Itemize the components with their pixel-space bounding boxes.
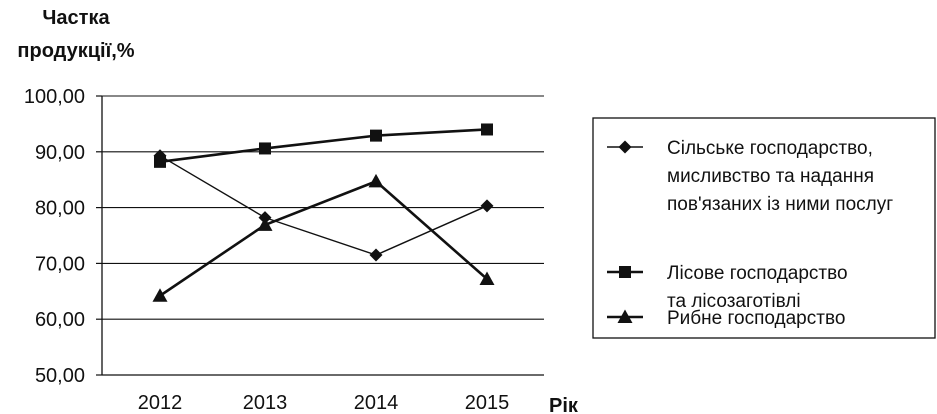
- legend-item-triangle: Рибне господарство: [607, 308, 845, 329]
- y-tick-label: 70,00: [35, 253, 85, 275]
- axes: [96, 95, 544, 376]
- data-point-square-2015: [481, 123, 493, 136]
- data-point-triangle-2014: [368, 173, 384, 188]
- x-tick-label-2015: 2015: [465, 392, 510, 414]
- data-point-diamond-2015: [480, 199, 494, 213]
- x-tick-label-2014: 2014: [354, 392, 399, 414]
- data-point-square-2013: [259, 142, 271, 155]
- legend-border: [592, 117, 936, 339]
- legend-label: Сільське господарство,: [667, 138, 873, 159]
- y-tick-labels: 50,00 60,00 70,00 80,00 90,00 100,00: [24, 86, 85, 387]
- data-point-triangle-2015: [479, 271, 495, 286]
- legend-label: мисливство та надання: [667, 166, 874, 187]
- legend-item-diamond: Сільське господарство, мисливство та нада…: [607, 138, 893, 215]
- legend: Сільське господарство, мисливство та нада…: [592, 117, 936, 339]
- series-triangle: [152, 173, 495, 302]
- x-axis-title: Рік: [549, 395, 579, 414]
- data-point-square-2012: [154, 155, 166, 168]
- legend-label: пов'язаних із ними послуг: [667, 194, 893, 215]
- x-tick-label-2013: 2013: [243, 392, 288, 414]
- series-line-square: [159, 128, 488, 164]
- x-tick-labels: 2012 2013 2014 2015: [138, 392, 510, 414]
- series-square: [154, 123, 493, 168]
- series-diamond: [153, 149, 494, 262]
- series-line-diamond: [159, 155, 488, 256]
- plot-series: [152, 123, 495, 302]
- y-tick-label: 100,00: [24, 86, 85, 108]
- data-point-square-2014: [370, 129, 382, 142]
- legend-item-square: Лісове господарство та лісозаготівлі: [607, 263, 848, 312]
- legend-marker-square: [619, 266, 631, 278]
- legend-marker-triangle: [617, 309, 633, 323]
- x-tick-label-2012: 2012: [138, 392, 183, 414]
- y-tick-label: 60,00: [35, 309, 85, 331]
- y-tick-label: 80,00: [35, 198, 85, 220]
- y-tick-label: 50,00: [35, 365, 85, 387]
- data-point-diamond-2014: [369, 248, 383, 262]
- y-tick-label: 90,00: [35, 142, 85, 164]
- series-line-triangle: [159, 180, 488, 297]
- y-axis-title-line-1: Частка: [42, 7, 110, 29]
- legend-marker-diamond: [618, 140, 632, 154]
- data-point-triangle-2013: [257, 217, 273, 231]
- legend-label: Лісове господарство: [667, 263, 848, 284]
- data-point-triangle-2012: [152, 288, 168, 302]
- legend-label: Рибне господарство: [667, 308, 845, 329]
- legend-label: та лісозаготівлі: [667, 291, 801, 312]
- y-axis-title-line-2: продукції,%: [17, 40, 134, 62]
